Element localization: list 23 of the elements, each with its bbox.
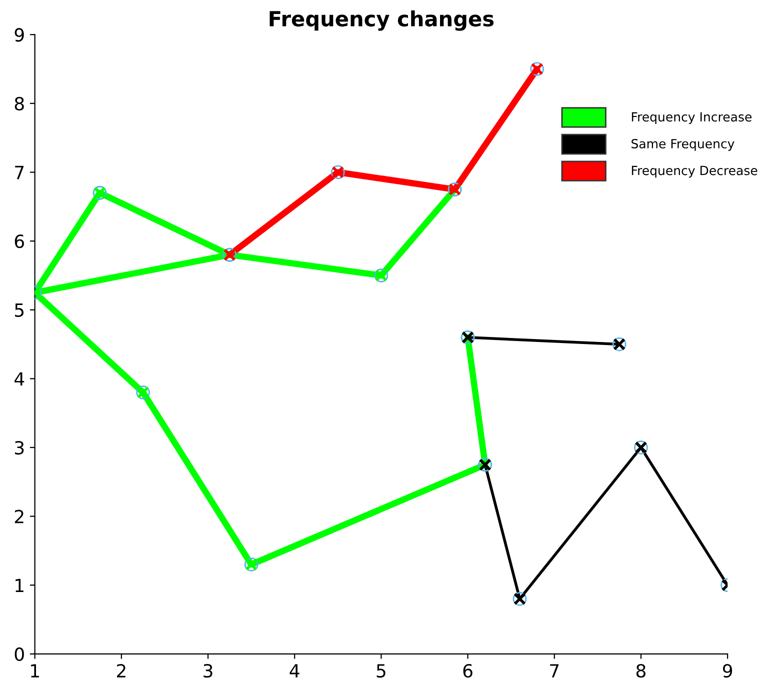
legend-label: Frequency Increase bbox=[632, 112, 752, 124]
y-tick-label: 1 bbox=[16, 578, 24, 592]
y-tick-label: 3 bbox=[14, 440, 24, 455]
x-tick-label: 7 bbox=[550, 664, 559, 678]
x-tick-label: 3 bbox=[204, 664, 212, 678]
chart-title: Frequency changes bbox=[270, 10, 494, 31]
y-tick-label: 6 bbox=[14, 234, 24, 248]
legend-label: Frequency Decrease bbox=[632, 166, 758, 178]
x-tick-label: 5 bbox=[376, 664, 386, 678]
y-tick-label: 9 bbox=[14, 28, 24, 42]
y-tick-label: 5 bbox=[15, 304, 24, 317]
x-tick-label: 2 bbox=[117, 664, 126, 678]
x-tick-label: 9 bbox=[722, 664, 732, 678]
x-tick-label: 4 bbox=[290, 664, 300, 678]
y-tick-label: 0 bbox=[14, 647, 24, 662]
y-tick-label: 4 bbox=[14, 372, 24, 386]
y-tick-label: 2 bbox=[14, 510, 24, 524]
legend-label: Same Frequency bbox=[632, 138, 734, 151]
x-tick-label: 6 bbox=[463, 664, 472, 678]
x-tick-label: 8 bbox=[636, 664, 646, 678]
y-tick-label: 8 bbox=[14, 96, 24, 111]
x-tick-label: 1 bbox=[31, 664, 39, 678]
y-tick-label: 7 bbox=[15, 166, 24, 180]
